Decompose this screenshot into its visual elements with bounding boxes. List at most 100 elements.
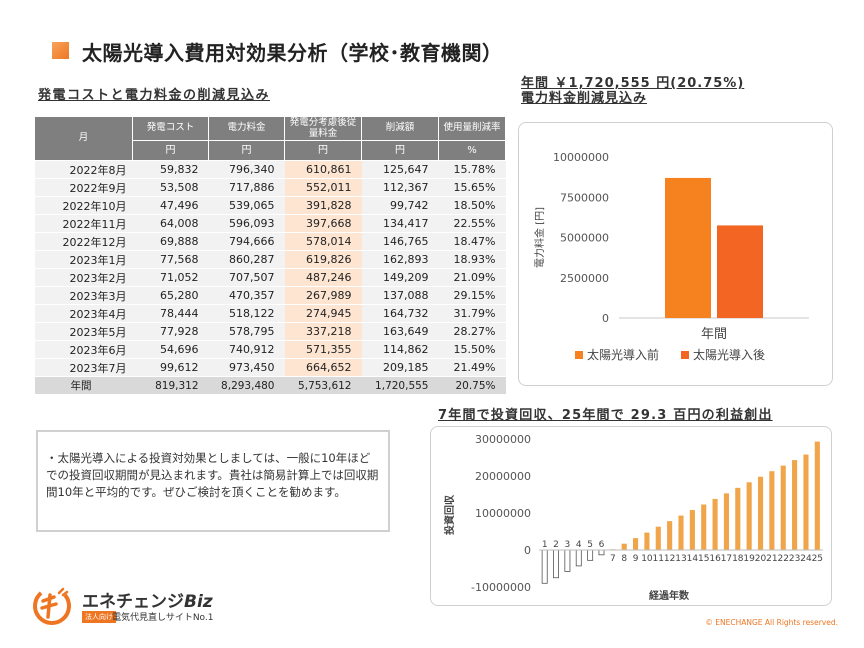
table-cell: 15.78% (438, 160, 506, 179)
y-tick-label: 10000000 (553, 151, 609, 164)
table-header: 発電コスト (132, 116, 209, 141)
payback-bar (644, 532, 650, 550)
payback-bar (667, 521, 673, 550)
title-bullet-square (52, 42, 69, 59)
table-cell: 619,826 (284, 250, 362, 269)
payback-bar (757, 476, 764, 550)
legend-swatch (681, 351, 689, 359)
table-cell: 470,357 (208, 286, 285, 305)
logo-name-suffix: Biz (184, 592, 213, 612)
bar-chart-title-line2: 電力料金削減見込み (521, 91, 648, 106)
table-cell: 18.93% (438, 250, 506, 269)
table-cell: 146,765 (361, 232, 439, 251)
table-cell: 112,367 (361, 178, 439, 197)
y-tick-label: 7500000 (560, 191, 609, 204)
table-body: 2022年8月 59,832 796,340 610,861 125,647 15.78%… (34, 160, 506, 395)
y-tick-label: 2500000 (560, 272, 609, 285)
x-tick-label: 12 (664, 554, 675, 564)
payback-bar (814, 441, 820, 550)
y-tick-label: 20000000 (475, 470, 531, 483)
table-unit-row: 円 円 円 円 % (35, 140, 506, 161)
table-cell: 77,928 (132, 322, 209, 341)
table-cell-month: 2022年8月 (34, 160, 133, 179)
x-tick-label: 21 (766, 554, 777, 564)
logo-tag: 法人向け (82, 611, 116, 623)
table-cell: 149,209 (361, 268, 439, 287)
table-cell-month: 2022年10月 (34, 196, 133, 215)
table-cell: 77,568 (132, 250, 209, 269)
table-row: 2022年12月 69,888 794,666 578,014 146,765 18.47… (34, 232, 506, 251)
table-cell: 64,008 (132, 214, 209, 233)
table-cell: 5,753,612 (284, 376, 362, 395)
page-title: 太陽光導入費用対効果分析（学校･教育機関） (82, 41, 503, 65)
payback-bar (598, 549, 605, 556)
table-cell-month: 2023年5月 (34, 322, 133, 341)
bar-chart-title: 年間 ￥1,720,555 円(20.75%) 電力料金削減見込み (521, 76, 744, 106)
x-tick-label: 11 (653, 554, 664, 564)
table-cell: 740,912 (208, 340, 285, 359)
table-cell: 53,508 (132, 178, 209, 197)
table-row: 2022年11月 64,008 596,093 397,668 134,417 22.55… (34, 214, 506, 233)
table-cell: 664,652 (284, 358, 362, 377)
table-cell: 78,444 (132, 304, 209, 323)
table-unit: 円 (208, 140, 285, 161)
table-cell-month: 2022年11月 (34, 214, 133, 233)
table-cell: 162,893 (361, 250, 439, 269)
bar-chart-title-line1: 年間 ￥1,720,555 円(20.75%) (521, 76, 745, 91)
table-cell: 209,185 (361, 358, 439, 377)
payback-bar (575, 549, 582, 567)
legend-label: 太陽光導入後 (693, 347, 765, 362)
table-cell: 819,312 (132, 376, 209, 395)
table-unit: % (438, 140, 506, 161)
logo-name: エネチェンジBiz (82, 587, 213, 612)
note-box: ・太陽光導入による投資対効果としましては、一般に10年ほどでの投資回収期間が見込… (36, 430, 390, 532)
x-tick-label: 3 (565, 540, 571, 550)
payback-bar (553, 549, 559, 579)
table-row: 2022年9月 53,508 717,886 552,011 112,367 15.65% (34, 178, 506, 197)
table-cell: 29.15% (438, 286, 506, 305)
bar-chart: 0 2500000 5000000 7500000 10000000 電力料金 [円] 年間… (533, 151, 809, 362)
logo: エネチェンジBiz 法人向け 電気代見直しサイトNo.1 (30, 583, 230, 627)
table-cell: 539,065 (208, 196, 285, 215)
table-cell: 8,293,480 (208, 376, 285, 395)
table-row: 2023年4月 78,444 518,122 274,945 164,732 31.79% (34, 304, 506, 323)
x-axis-label: 経過年数 (649, 589, 690, 602)
table-cell-month: 2022年9月 (34, 178, 133, 197)
table-cell: 125,647 (361, 160, 439, 179)
table-cell-month: 2023年1月 (34, 250, 133, 269)
table-cell: 15.65% (438, 178, 506, 197)
table-row: 2023年6月 54,696 740,912 571,355 114,862 15.50% (34, 340, 506, 359)
table-cell: 1,720,555 (361, 376, 439, 395)
table-row: 2023年2月 71,052 707,507 487,246 149,209 21.09% (34, 268, 506, 287)
table-cell: 54,696 (132, 340, 209, 359)
table-cell: 15.50% (438, 340, 506, 359)
table-cell: 552,011 (284, 178, 362, 197)
payback-bar (621, 543, 627, 550)
table-cell: 28.27% (438, 322, 506, 341)
table-row: 2022年10月 47,496 539,065 391,828 99,742 18.50% (34, 196, 506, 215)
y-tick-label: 5000000 (560, 232, 609, 245)
table-cell: 267,989 (284, 286, 362, 305)
table-cell-month: 年間 (34, 376, 133, 395)
x-tick-label: 8 (621, 554, 627, 564)
table-cell: 21.49% (438, 358, 506, 377)
x-tick-label: 9 (633, 554, 639, 564)
x-tick-label: 1 (542, 540, 548, 550)
table-cell: 391,828 (284, 196, 362, 215)
table-cell: 707,507 (208, 268, 285, 287)
table-cell: 487,246 (284, 268, 362, 287)
table-unit: 円 (361, 140, 439, 161)
table-title: 発電コストと電力料金の削減見込み (38, 88, 271, 103)
x-tick-label: 17 (721, 554, 732, 564)
y-tick-label: 30000000 (475, 433, 531, 446)
payback-bar (701, 504, 707, 550)
table-cell: 21.09% (438, 268, 506, 287)
table-cell: 274,945 (284, 304, 362, 323)
table-cell: 973,450 (208, 358, 285, 377)
y-tick-label: -10000000 (471, 581, 531, 594)
table-cell: 59,832 (132, 160, 209, 179)
table-header: 電力料金 (208, 116, 285, 141)
table-cell: 69,888 (132, 232, 209, 251)
table-cell-month: 2023年7月 (34, 358, 133, 377)
table-cell: 163,649 (361, 322, 439, 341)
